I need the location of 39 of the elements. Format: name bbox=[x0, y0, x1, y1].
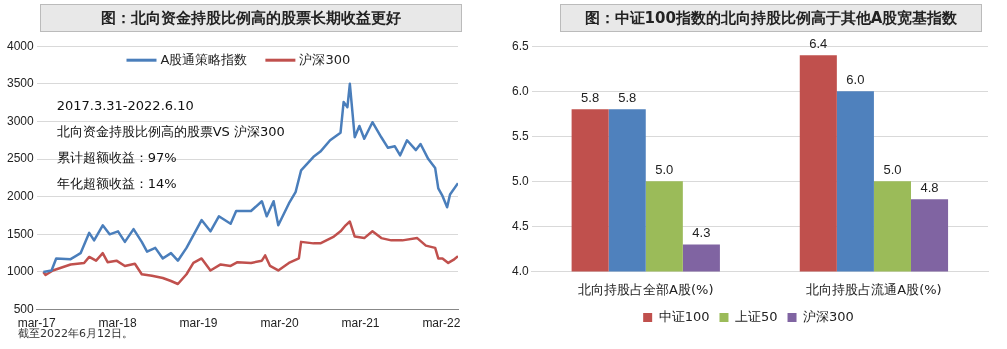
annotation: 年化超额收益：14% bbox=[56, 175, 177, 191]
data-label: 6.4 bbox=[809, 36, 828, 52]
data-label: 4.8 bbox=[920, 180, 939, 196]
legend-label: 上证50 bbox=[734, 308, 778, 324]
y-tick-label: 1000 bbox=[6, 264, 35, 279]
legend-label: 沪深300 bbox=[803, 308, 854, 324]
y-tick-label: 4000 bbox=[6, 38, 35, 53]
annotation: 2017.3.31-2022.6.10 bbox=[56, 97, 194, 113]
y-tick-label: 2000 bbox=[6, 189, 35, 204]
y-tick-label: 2500 bbox=[6, 151, 35, 166]
data-label: 5.8 bbox=[581, 90, 600, 106]
data-label: 5.0 bbox=[883, 162, 902, 178]
y-tick-label: 5.0 bbox=[511, 173, 529, 188]
x-tick-label: mar-20 bbox=[260, 316, 299, 331]
y-tick-label: 500 bbox=[13, 301, 35, 316]
chart-title: 图：中证100指数的北向持股比例高于其他A股宽基指数 bbox=[560, 4, 982, 32]
y-tick-label: 1500 bbox=[6, 226, 35, 241]
y-tick-label: 4.0 bbox=[511, 263, 529, 278]
chart-title: 图：北向资金持股比例高的股票长期收益更好 bbox=[40, 4, 462, 32]
y-tick-label: 3000 bbox=[6, 113, 35, 128]
data-label: 4.3 bbox=[692, 225, 711, 241]
annotation: 北向资金持股比例高的股票VS 沪深300 bbox=[56, 123, 285, 139]
data-label: 5.8 bbox=[618, 90, 637, 106]
x-tick-label: 北向持股占流通A股(%) bbox=[806, 281, 942, 297]
x-tick-label: mar-19 bbox=[179, 316, 218, 331]
legend-label: 中证100 bbox=[658, 308, 710, 324]
y-tick-label: 4.5 bbox=[511, 218, 529, 233]
y-tick-label: 5.5 bbox=[511, 128, 529, 143]
x-tick-label: 北向持股占全部A股(%) bbox=[578, 281, 714, 297]
y-tick-label: 3500 bbox=[6, 76, 35, 91]
legend-label: 沪深300 bbox=[299, 51, 351, 67]
x-tick-label: mar-22 bbox=[422, 316, 461, 331]
legend-label: A股通策略指数 bbox=[160, 51, 248, 67]
x-tick-label: mar-21 bbox=[341, 316, 380, 331]
data-label: 5.0 bbox=[655, 162, 674, 178]
y-tick-label: 6.5 bbox=[511, 38, 529, 53]
data-label: 6.0 bbox=[846, 72, 865, 88]
y-tick-label: 6.0 bbox=[511, 83, 529, 98]
annotation: 累计超额收益：97% bbox=[56, 149, 177, 165]
